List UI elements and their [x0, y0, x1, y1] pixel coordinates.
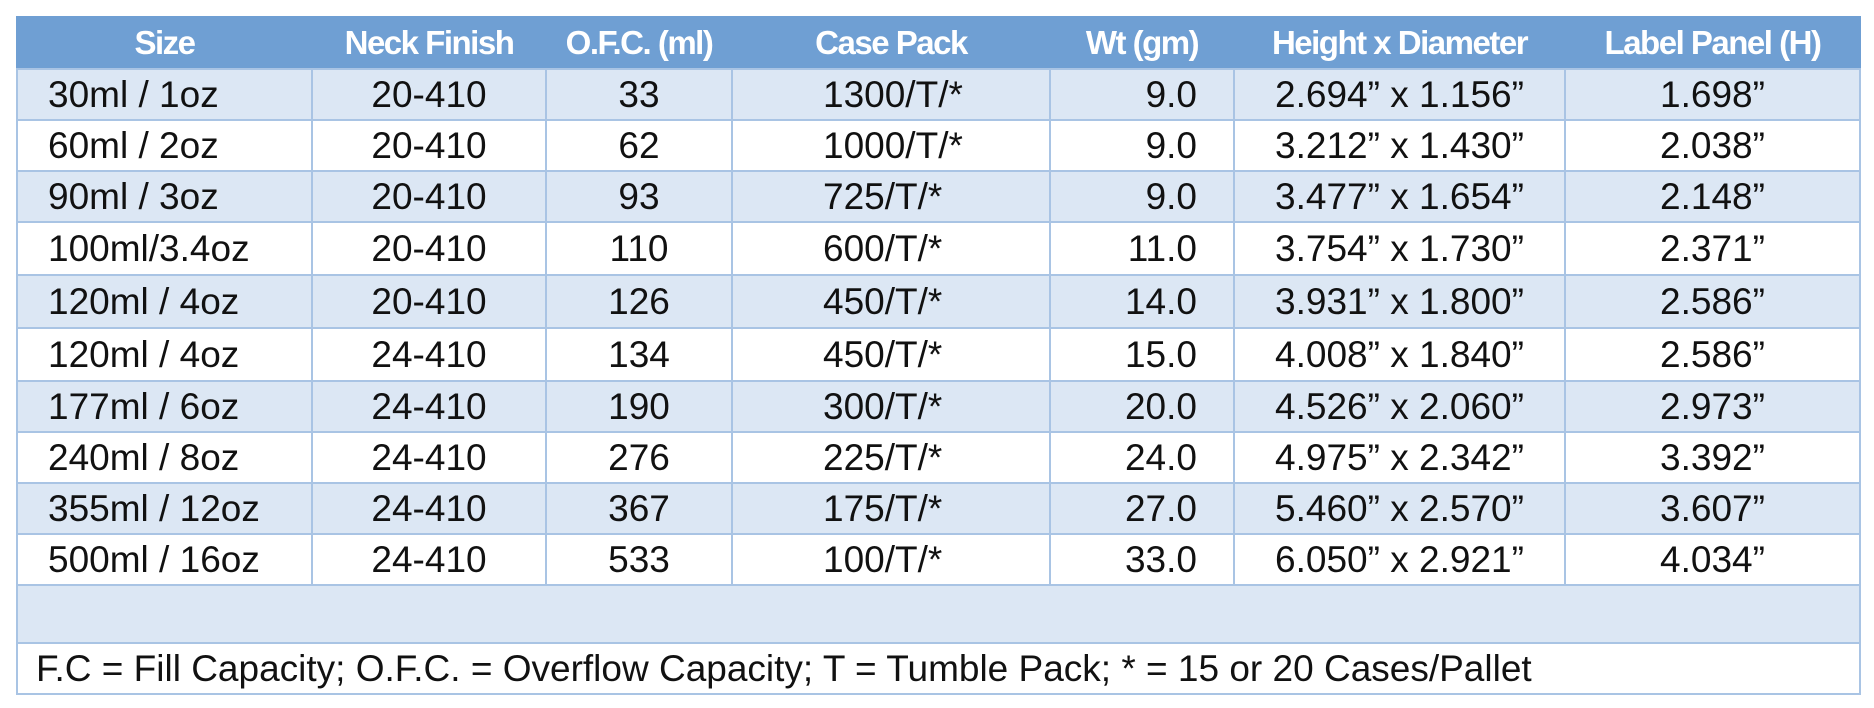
case-pack-cell: 100/T/* [731, 533, 1051, 586]
table-row: 30ml / 1oz 20-410 33 1300/T/* 9.0 2.694” x 1.… [16, 68, 1861, 121]
weight-cell: 33.0 [1049, 533, 1235, 586]
neck-finish-cell: 24-410 [311, 533, 547, 586]
size-cell: 177ml / 6oz [16, 380, 313, 433]
neck-finish-cell: 20-410 [311, 221, 547, 276]
height-diameter-cell: 4.008” x 1.840” [1233, 327, 1566, 382]
size-cell: 355ml / 12oz [16, 482, 313, 535]
label-panel-cell: 2.586” [1564, 327, 1861, 382]
footnote-row: F.C = Fill Capacity; O.F.C. = Overflow C… [16, 642, 1861, 695]
height-diameter-cell: 3.754” x 1.730” [1233, 221, 1566, 276]
table-row: 120ml / 4oz 20-410 126 450/T/* 14.0 3.931” x … [16, 274, 1861, 329]
case-pack-cell: 300/T/* [731, 380, 1051, 433]
size-cell: 30ml / 1oz [16, 68, 313, 121]
size-cell: 500ml / 16oz [16, 533, 313, 586]
header-size: Size [16, 16, 313, 70]
case-pack-cell: 600/T/* [731, 221, 1051, 276]
height-diameter-cell: 3.212” x 1.430” [1233, 119, 1566, 172]
weight-cell: 27.0 [1049, 482, 1235, 535]
case-pack-cell: 175/T/* [731, 482, 1051, 535]
case-pack-cell: 450/T/* [731, 327, 1051, 382]
label-panel-cell: 4.034” [1564, 533, 1861, 586]
height-diameter-cell: 6.050” x 2.921” [1233, 533, 1566, 586]
weight-cell: 15.0 [1049, 327, 1235, 382]
size-cell: 90ml / 3oz [16, 170, 313, 223]
footnote: F.C = Fill Capacity; O.F.C. = Overflow C… [16, 642, 1861, 695]
table-row: 60ml / 2oz 20-410 62 1000/T/* 9.0 3.212” x 1.… [16, 119, 1861, 172]
ofc-cell: 33 [545, 68, 733, 121]
case-pack-cell: 725/T/* [731, 170, 1051, 223]
weight-cell: 9.0 [1049, 170, 1235, 223]
table-row: 90ml / 3oz 20-410 93 725/T/* 9.0 3.477” x 1.6… [16, 170, 1861, 223]
case-pack-cell: 1300/T/* [731, 68, 1051, 121]
header-label-panel: Label Panel (H) [1564, 16, 1861, 70]
size-cell: 100ml/3.4oz [16, 221, 313, 276]
ofc-cell: 367 [545, 482, 733, 535]
neck-finish-cell: 20-410 [311, 68, 547, 121]
height-diameter-cell: 5.460” x 2.570” [1233, 482, 1566, 535]
ofc-cell: 62 [545, 119, 733, 172]
neck-finish-cell: 24-410 [311, 431, 547, 484]
height-diameter-cell: 4.526” x 2.060” [1233, 380, 1566, 433]
table-row: 177ml / 6oz 24-410 190 300/T/* 20.0 4.526” x … [16, 380, 1861, 433]
table-row: 120ml / 4oz 24-410 134 450/T/* 15.0 4.008” x … [16, 327, 1861, 382]
neck-finish-cell: 20-410 [311, 170, 547, 223]
table-row: 500ml / 16oz 24-410 533 100/T/* 33.0 6.050” x… [16, 533, 1861, 586]
case-pack-cell: 1000/T/* [731, 119, 1051, 172]
label-panel-cell: 2.038” [1564, 119, 1861, 172]
weight-cell: 14.0 [1049, 274, 1235, 329]
case-pack-cell: 450/T/* [731, 274, 1051, 329]
empty-cell [16, 584, 1861, 644]
table-row: 100ml/3.4oz 20-410 110 600/T/* 11.0 3.754” x … [16, 221, 1861, 276]
height-diameter-cell: 3.477” x 1.654” [1233, 170, 1566, 223]
neck-finish-cell: 24-410 [311, 380, 547, 433]
label-panel-cell: 3.607” [1564, 482, 1861, 535]
weight-cell: 20.0 [1049, 380, 1235, 433]
size-cell: 240ml / 8oz [16, 431, 313, 484]
label-panel-cell: 2.973” [1564, 380, 1861, 433]
label-panel-cell: 2.371” [1564, 221, 1861, 276]
ofc-cell: 533 [545, 533, 733, 586]
neck-finish-cell: 24-410 [311, 327, 547, 382]
label-panel-cell: 1.698” [1564, 68, 1861, 121]
label-panel-cell: 3.392” [1564, 431, 1861, 484]
header-ofc: O.F.C. (ml) [545, 16, 733, 70]
weight-cell: 9.0 [1049, 68, 1235, 121]
table-row: 240ml / 8oz 24-410 276 225/T/* 24.0 4.975” x … [16, 431, 1861, 484]
header-neck-finish: Neck Finish [311, 16, 547, 70]
height-diameter-cell: 2.694” x 1.156” [1233, 68, 1566, 121]
bottle-spec-table: Size Neck Finish O.F.C. (ml) Case Pack W… [16, 16, 1861, 695]
header-weight: Wt (gm) [1049, 16, 1235, 70]
label-panel-cell: 2.586” [1564, 274, 1861, 329]
header-case-pack: Case Pack [731, 16, 1051, 70]
ofc-cell: 93 [545, 170, 733, 223]
ofc-cell: 134 [545, 327, 733, 382]
table-body: 30ml / 1oz 20-410 33 1300/T/* 9.0 2.694” x 1.… [16, 68, 1861, 695]
ofc-cell: 190 [545, 380, 733, 433]
header-row: Size Neck Finish O.F.C. (ml) Case Pack W… [16, 16, 1861, 70]
header-height-diameter: Height x Diameter [1233, 16, 1566, 70]
weight-cell: 11.0 [1049, 221, 1235, 276]
case-pack-cell: 225/T/* [731, 431, 1051, 484]
neck-finish-cell: 24-410 [311, 482, 547, 535]
size-cell: 120ml / 4oz [16, 274, 313, 329]
weight-cell: 9.0 [1049, 119, 1235, 172]
weight-cell: 24.0 [1049, 431, 1235, 484]
size-cell: 120ml / 4oz [16, 327, 313, 382]
neck-finish-cell: 20-410 [311, 119, 547, 172]
ofc-cell: 126 [545, 274, 733, 329]
size-cell: 60ml / 2oz [16, 119, 313, 172]
neck-finish-cell: 20-410 [311, 274, 547, 329]
height-diameter-cell: 4.975” x 2.342” [1233, 431, 1566, 484]
label-panel-cell: 2.148” [1564, 170, 1861, 223]
empty-row [16, 584, 1861, 644]
table-row: 355ml / 12oz 24-410 367 175/T/* 27.0 5.460” x… [16, 482, 1861, 535]
ofc-cell: 276 [545, 431, 733, 484]
ofc-cell: 110 [545, 221, 733, 276]
height-diameter-cell: 3.931” x 1.800” [1233, 274, 1566, 329]
